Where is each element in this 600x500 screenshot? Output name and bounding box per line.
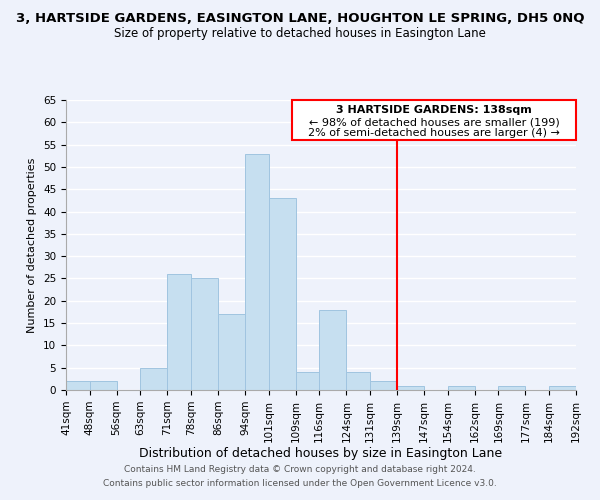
Text: 2% of semi-detached houses are larger (4) →: 2% of semi-detached houses are larger (4… [308,128,560,138]
Bar [218,314,245,390]
Bar [346,372,370,390]
Text: 3 HARTSIDE GARDENS: 138sqm: 3 HARTSIDE GARDENS: 138sqm [336,105,532,115]
Bar [89,381,116,390]
Bar [549,386,576,390]
Bar [140,368,167,390]
Text: Contains HM Land Registry data © Crown copyright and database right 2024.
Contai: Contains HM Land Registry data © Crown c… [103,466,497,487]
Bar [499,386,526,390]
Y-axis label: Number of detached properties: Number of detached properties [28,158,37,332]
Bar [167,274,191,390]
Bar [66,381,89,390]
Bar [245,154,269,390]
Text: ← 98% of detached houses are smaller (199): ← 98% of detached houses are smaller (19… [309,117,560,127]
Text: Size of property relative to detached houses in Easington Lane: Size of property relative to detached ho… [114,28,486,40]
Bar [448,386,475,390]
Bar [397,386,424,390]
Bar [292,100,576,140]
Bar [191,278,218,390]
X-axis label: Distribution of detached houses by size in Easington Lane: Distribution of detached houses by size … [139,448,503,460]
Bar [296,372,319,390]
Bar [319,310,346,390]
Bar [269,198,296,390]
Bar [370,381,397,390]
Text: 3, HARTSIDE GARDENS, EASINGTON LANE, HOUGHTON LE SPRING, DH5 0NQ: 3, HARTSIDE GARDENS, EASINGTON LANE, HOU… [16,12,584,26]
